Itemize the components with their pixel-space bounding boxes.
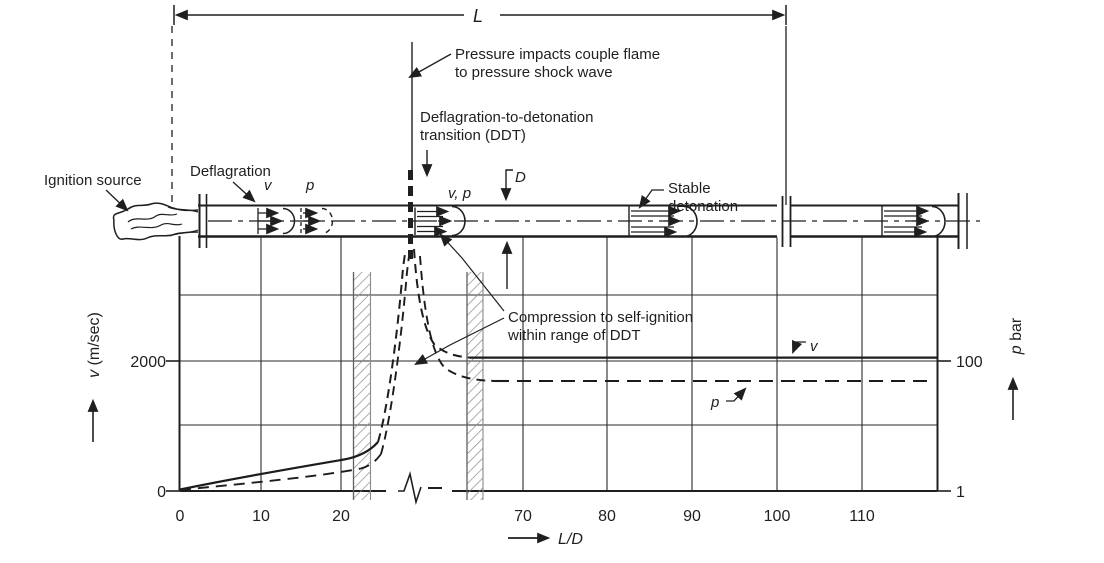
compression-note-line1: Compression to self-ignition: [508, 309, 693, 326]
y-left-tick-0: 0: [157, 484, 166, 501]
pressure-curve: [179, 251, 934, 491]
pressure-note-line1: Pressure impacts couple flame: [455, 46, 660, 63]
y-right-tick-100: 100: [956, 354, 983, 371]
stable-note-line1: Stable: [668, 180, 711, 197]
end-detonation-profile: [881, 205, 946, 238]
flame-icon: [112, 202, 199, 241]
plot-frame: [166, 236, 951, 506]
ignition-source-label: Ignition source: [44, 172, 142, 189]
ddt-vp-profile: [414, 205, 466, 237]
x-axis-title: L/D: [558, 531, 583, 548]
plot-grid: [180, 237, 937, 491]
x-tick-110: 110: [849, 508, 875, 525]
x-tick-80: 80: [598, 508, 616, 525]
y-left-tick-2000: 2000: [130, 354, 166, 371]
axis-break-symbol: [398, 471, 422, 506]
vp-profile-label: v, p: [448, 185, 471, 202]
p-profile-label: p: [305, 177, 314, 194]
p-curve-callout: p: [710, 387, 747, 411]
v-curve-callout: v: [791, 338, 819, 355]
x-tick-100: 100: [764, 508, 791, 525]
ddt-note-line1: Deflagration-to-detonation: [420, 109, 593, 126]
ddt-range-band-right: [466, 272, 484, 500]
y-axis-left: 2000 0 v (m/sec): [86, 312, 166, 501]
ddt-range-band-left: [352, 272, 372, 500]
x-tick-10: 10: [252, 508, 270, 525]
ignition-source-annotation: Ignition source: [44, 172, 142, 212]
y-right-axis-title: p bar: [1008, 317, 1025, 355]
x-tick-90: 90: [683, 508, 701, 525]
compression-note: Compression to self-ignition within rang…: [414, 233, 693, 366]
compression-note-line2: within range of DDT: [507, 327, 641, 344]
deflagration-v-profile: [257, 207, 296, 235]
tube: [198, 193, 980, 249]
velocity-curve: [179, 248, 937, 491]
v-curve-label: v: [810, 338, 819, 355]
y-left-axis-title: v (m/sec): [86, 312, 103, 378]
deflagration-label: Deflagration: [190, 163, 271, 180]
x-tick-70: 70: [514, 508, 532, 525]
p-curve-label: p: [710, 394, 719, 411]
x-tick-0: 0: [176, 508, 185, 525]
stable-detonation-profile: [628, 205, 698, 238]
diameter-dimension: D: [500, 169, 526, 289]
v-profile-label: v: [264, 177, 273, 194]
x-tick-20: 20: [332, 508, 350, 525]
length-dimension: L: [171, 5, 787, 205]
pressure-note-line2: to pressure shock wave: [455, 64, 613, 81]
length-dimension-label: L: [473, 6, 483, 26]
y-right-tick-1: 1: [956, 484, 965, 501]
y-axis-right: 100 1 p bar: [956, 317, 1025, 501]
stable-detonation-annotation: Stable detonation: [638, 180, 738, 215]
x-axis: 0 10 20 70 80 90 100 110 L/D: [176, 508, 875, 548]
deflagration-annotation: Deflagration: [190, 163, 271, 203]
ddt-note: Deflagration-to-detonation transition (D…: [420, 109, 593, 178]
stable-note-line2: detonation: [668, 198, 738, 215]
ddt-note-line2: transition (DDT): [420, 127, 526, 144]
diameter-label: D: [515, 169, 526, 186]
pressure-note: Pressure impacts couple flame to pressur…: [408, 46, 660, 81]
deflagration-p-profile: [300, 207, 334, 235]
